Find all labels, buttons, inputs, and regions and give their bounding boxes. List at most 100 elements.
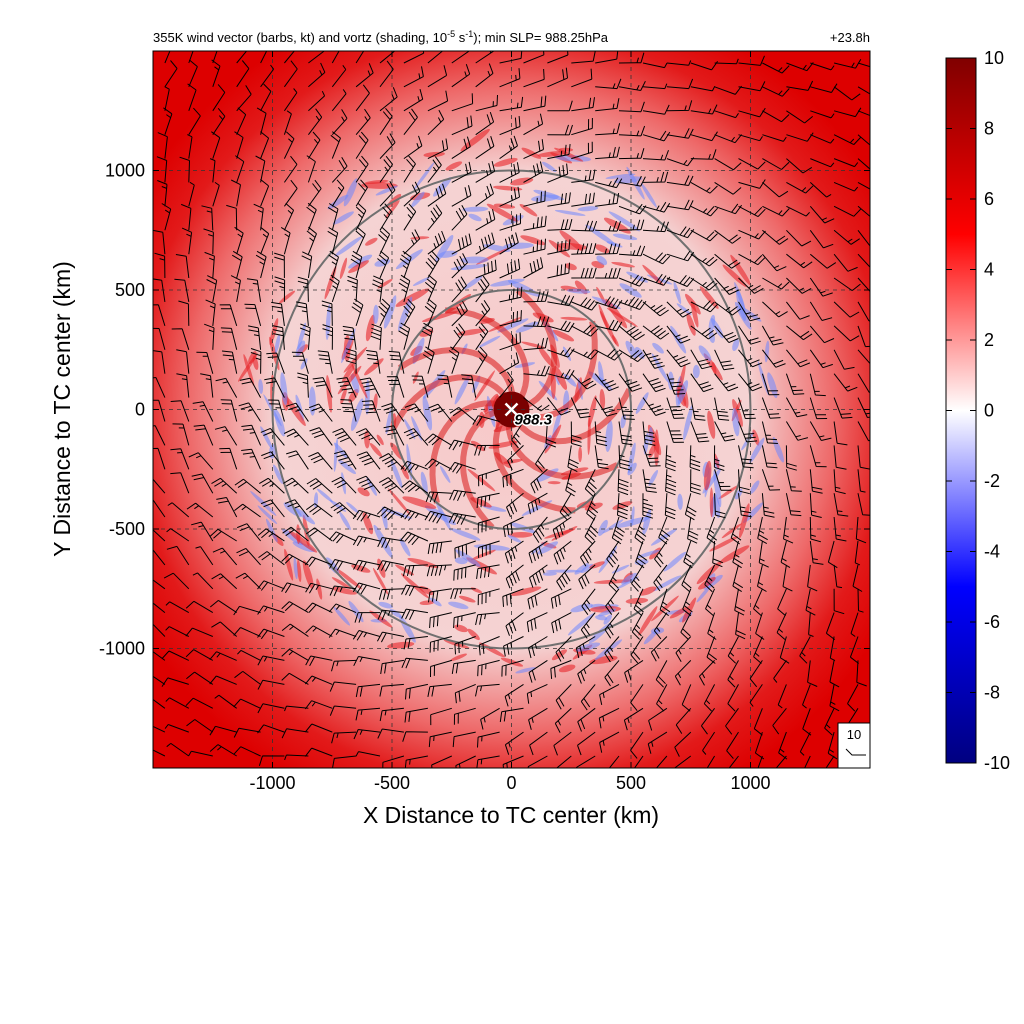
negative-vorticity-streak <box>350 398 364 432</box>
wind-barb <box>192 572 214 590</box>
positive-vorticity-streak <box>722 264 747 287</box>
wind-barb <box>690 300 718 313</box>
wind-barb <box>608 564 620 593</box>
wind-barb <box>401 480 429 494</box>
wind-barb <box>400 509 429 521</box>
wind-barb <box>403 66 424 88</box>
wind-barb <box>761 325 784 346</box>
wind-barb <box>714 110 739 119</box>
wind-barb <box>577 707 596 732</box>
wind-barb <box>738 253 766 266</box>
wind-barb <box>328 628 357 638</box>
wind-barb <box>565 469 576 497</box>
wind-barb <box>599 683 620 706</box>
wind-barb <box>216 497 238 518</box>
positive-vorticity-streak <box>612 501 633 510</box>
wind-barb <box>187 134 193 159</box>
negative-vorticity-streak <box>683 404 693 441</box>
wind-barb <box>161 677 189 687</box>
wind-barb <box>475 63 494 88</box>
wind-barb <box>161 203 172 231</box>
wind-barb <box>451 161 472 183</box>
wind-barb <box>427 204 443 231</box>
wind-barb <box>220 327 238 350</box>
x-tick-label: 500 <box>616 773 646 793</box>
wind-barb <box>535 445 548 473</box>
wind-barb <box>241 424 262 446</box>
wind-barb <box>186 502 214 518</box>
wind-barb <box>451 51 471 64</box>
wind-barb <box>355 108 371 136</box>
positive-vorticity-streak <box>682 597 697 623</box>
positive-vorticity-streak <box>331 586 357 595</box>
wind-barb <box>642 150 669 161</box>
wind-barb <box>449 406 477 422</box>
wind-barb <box>329 559 357 571</box>
vorticity-features <box>237 128 785 674</box>
wind-barb <box>153 725 166 733</box>
wind-barb <box>810 83 838 93</box>
wind-barb <box>578 564 596 590</box>
wind-barb <box>237 523 261 542</box>
wind-barb <box>504 683 524 707</box>
wind-barb <box>642 301 669 317</box>
wind-barb <box>297 276 309 302</box>
wind-barb <box>808 612 814 637</box>
wind-barb <box>571 97 595 112</box>
negative-vorticity-streak <box>329 499 347 512</box>
wind-barb <box>352 630 381 641</box>
wind-barb <box>689 445 701 472</box>
wind-barb <box>305 527 333 542</box>
wind-barb <box>571 51 596 64</box>
wind-barb <box>451 205 468 231</box>
wind-barb <box>176 373 190 398</box>
wind-barb <box>595 220 621 232</box>
positive-vorticity-streak <box>400 573 429 599</box>
wind-barb <box>281 553 309 566</box>
wind-barb <box>291 351 309 374</box>
wind-barb <box>690 181 718 194</box>
wind-barb <box>353 559 381 572</box>
wind-barb <box>476 564 500 579</box>
wind-barb <box>355 155 369 183</box>
wind-barb <box>780 540 791 569</box>
negative-vorticity-streak <box>603 614 612 625</box>
chart-title: 355K wind vector (barbs, kt) and vortz (… <box>153 29 609 45</box>
spiral-vorticity-band <box>429 400 509 504</box>
wind-barb <box>327 203 339 231</box>
wind-barb <box>283 155 298 183</box>
wind-barb <box>322 324 333 350</box>
wind-barb <box>648 707 668 731</box>
wind-barb <box>308 452 333 470</box>
wind-barb <box>734 588 745 616</box>
wind-barb <box>761 397 781 419</box>
wind-barb <box>427 65 448 88</box>
wind-barb <box>690 131 718 142</box>
wind-barb <box>283 179 298 207</box>
negative-vorticity-streak <box>708 331 715 344</box>
wind-barb <box>317 350 333 374</box>
negative-vorticity-streak <box>341 328 356 364</box>
negative-vorticity-streak <box>620 414 627 429</box>
wind-barb <box>857 229 870 247</box>
wind-barb <box>714 134 742 144</box>
wind-barb <box>503 516 524 537</box>
x-tick-label: 0 <box>506 773 516 793</box>
wind-barb <box>833 516 847 542</box>
wind-barb <box>810 134 835 144</box>
wind-barb <box>738 277 764 294</box>
colorbar-tick-label: 10 <box>984 48 1004 68</box>
positive-vorticity-streak <box>709 536 739 552</box>
wind-barb <box>523 397 550 412</box>
wind-barb <box>153 447 166 470</box>
wind-barb <box>786 132 814 142</box>
wind-barb <box>185 697 214 709</box>
wind-barb <box>571 141 593 160</box>
wind-barb <box>475 259 497 279</box>
wind-barb <box>281 648 309 661</box>
positive-vorticity-streak <box>278 290 296 304</box>
wind-barb <box>260 499 285 518</box>
barb-reference-label: 10 <box>847 727 861 742</box>
wind-barb <box>547 67 568 88</box>
positive-vorticity-streak <box>365 314 375 342</box>
